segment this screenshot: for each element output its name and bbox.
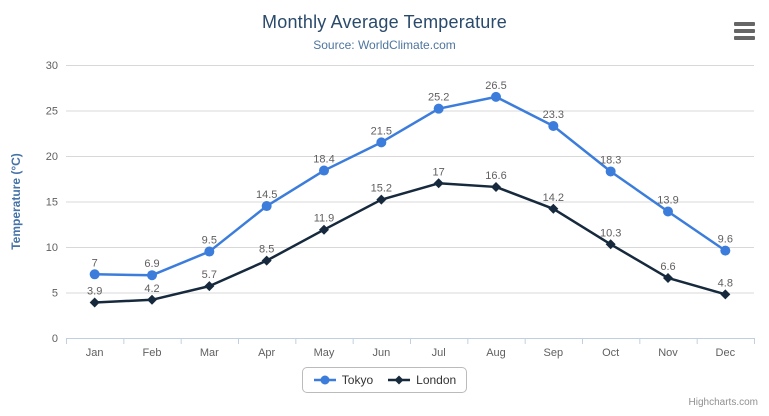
svg-text:Mar: Mar — [200, 347, 219, 359]
svg-text:13.9: 13.9 — [657, 195, 678, 207]
gridlines — [66, 65, 754, 339]
svg-text:15: 15 — [46, 197, 58, 209]
svg-text:14.5: 14.5 — [256, 189, 277, 201]
legend-label-tokyo: Tokyo — [341, 373, 374, 387]
svg-text:20: 20 — [46, 151, 58, 163]
svg-text:10: 10 — [46, 242, 58, 254]
svg-text:3.9: 3.9 — [87, 286, 102, 298]
y-axis-title: Temperature (°C) — [9, 153, 23, 250]
svg-text:7: 7 — [92, 257, 98, 269]
hamburger-bar — [734, 29, 755, 33]
legend-item-tokyo[interactable]: Tokyo — [313, 373, 373, 387]
svg-text:0: 0 — [52, 333, 58, 345]
svg-text:4.2: 4.2 — [144, 283, 159, 295]
svg-text:Jan: Jan — [86, 347, 104, 359]
tokyo-line-marker-icon — [313, 375, 336, 385]
x-axis — [66, 338, 755, 344]
svg-text:Dec: Dec — [716, 347, 736, 359]
svg-text:18.4: 18.4 — [313, 154, 334, 166]
svg-text:5: 5 — [52, 288, 58, 300]
svg-text:11.9: 11.9 — [314, 213, 335, 225]
svg-text:9.5: 9.5 — [202, 235, 217, 247]
x-axis-labels: Jan Feb Mar Apr May Jun Jul Aug Sep Oct Nov Dec — [86, 347, 736, 359]
svg-text:9.6: 9.6 — [718, 234, 733, 246]
legend: Tokyo London — [0, 367, 769, 393]
svg-text:17: 17 — [433, 166, 445, 178]
svg-text:6.9: 6.9 — [144, 258, 159, 270]
svg-text:Jun: Jun — [372, 347, 390, 359]
data-labels-tokyo: 7 6.9 9.5 14.5 18.4 21.5 25.2 26.5 23.3 18.3 13.9 9… — [92, 80, 733, 270]
credits-link[interactable]: Highcharts.com — [688, 397, 758, 408]
svg-text:26.5: 26.5 — [485, 80, 506, 92]
svg-text:16.6: 16.6 — [485, 170, 506, 182]
svg-text:25: 25 — [46, 106, 58, 118]
svg-text:5.7: 5.7 — [202, 269, 217, 281]
legend-inner: Tokyo London — [301, 367, 468, 393]
svg-text:Apr: Apr — [258, 347, 275, 359]
svg-text:Oct: Oct — [602, 347, 619, 359]
svg-text:Feb: Feb — [143, 347, 162, 359]
svg-text:25.2: 25.2 — [428, 92, 449, 104]
svg-text:30: 30 — [46, 60, 58, 72]
hamburger-menu-button[interactable] — [734, 21, 756, 41]
svg-text:Jul: Jul — [432, 347, 446, 359]
legend-label-london: London — [416, 373, 457, 387]
svg-text:6.6: 6.6 — [660, 261, 675, 273]
svg-text:18.3: 18.3 — [600, 154, 621, 166]
hamburger-bar — [734, 22, 755, 26]
svg-text:15.2: 15.2 — [371, 183, 392, 195]
svg-text:Nov: Nov — [658, 347, 678, 359]
svg-text:21.5: 21.5 — [371, 125, 392, 137]
y-axis-labels: 0 5 10 15 20 25 30 — [46, 60, 58, 345]
svg-text:4.8: 4.8 — [718, 277, 733, 289]
hamburger-bar — [734, 36, 755, 40]
svg-text:10.3: 10.3 — [600, 227, 621, 239]
svg-text:23.3: 23.3 — [543, 109, 564, 121]
chart-subtitle: Source: WorldClimate.com — [313, 38, 456, 52]
series-tokyo[interactable] — [89, 91, 731, 281]
svg-text:May: May — [314, 347, 335, 359]
svg-text:8.5: 8.5 — [259, 244, 274, 256]
legend-item-london[interactable]: London — [387, 373, 456, 387]
london-line-marker-icon — [388, 375, 411, 385]
svg-text:Sep: Sep — [544, 347, 564, 359]
chart-title: Monthly Average Temperature — [262, 12, 507, 32]
data-labels-london: 3.9 4.2 5.7 8.5 11.9 15.2 17 16.6 14.2 10.3 6.6 4.8 — [87, 166, 733, 297]
series-london[interactable] — [89, 178, 731, 308]
svg-text:14.2: 14.2 — [543, 192, 564, 204]
svg-text:Aug: Aug — [486, 347, 506, 359]
